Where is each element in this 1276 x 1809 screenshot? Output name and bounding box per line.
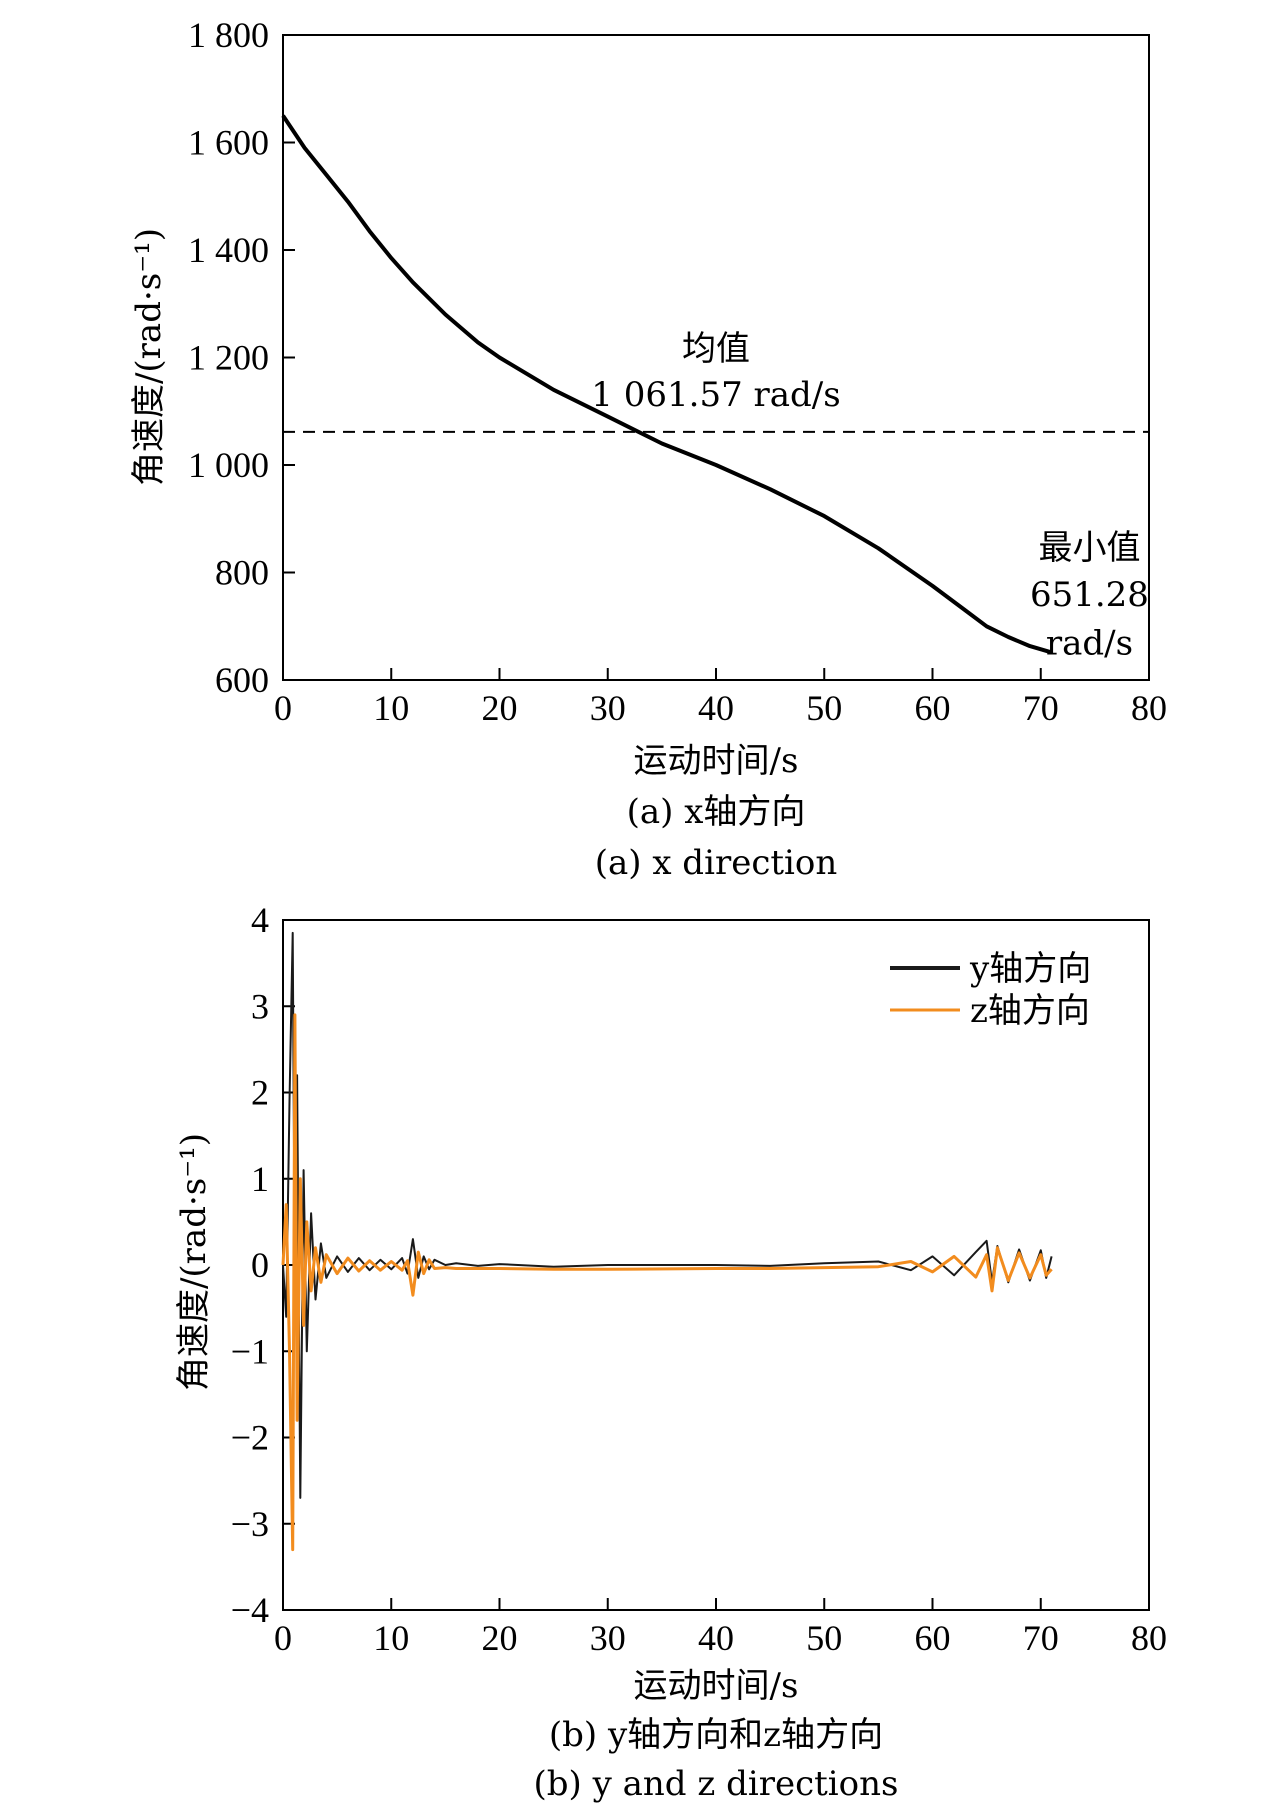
panel-a-ytick-label: 600 [215, 660, 269, 700]
panel-b-series-line-0 [282, 931, 1053, 1499]
panel-a-xtick-label: 70 [1023, 688, 1059, 728]
panel-a-xtick-label: 0 [274, 688, 292, 728]
panel-a-xtick-label: 30 [590, 688, 626, 728]
panel-a-xtick-label: 50 [806, 688, 842, 728]
panel-a-ylabel: 角速度/(rad·s⁻¹) [129, 228, 169, 486]
panel-a-xtick-label: 20 [482, 688, 518, 728]
panel-b-ytick-label: 0 [251, 1245, 269, 1285]
panel-b-ytick-label: 1 [251, 1159, 269, 1199]
panel-a-ytick-label: 1 000 [188, 445, 269, 485]
panel-a-xtick-label: 60 [915, 688, 951, 728]
panel-b-ylabel: 角速度/(rad·s⁻¹) [174, 1133, 214, 1391]
panel-b-ytick-label: 3 [251, 986, 269, 1026]
panel-b-ytick-label: −2 [231, 1418, 269, 1458]
panel-b-xtick-label: 70 [1023, 1618, 1059, 1658]
panel-b-xtick-label: 0 [274, 1618, 292, 1658]
panel-a-ytick-label: 800 [215, 553, 269, 593]
panel-b-xlabel: 运动时间/s [634, 1666, 799, 1706]
panel-b-xtick-label: 80 [1131, 1618, 1167, 1658]
panel-b-ytick-label: −3 [231, 1504, 269, 1544]
panel-a-xlabel: 运动时间/s [634, 741, 799, 781]
panel-a-annotation-0: 均值 [682, 329, 750, 369]
panel-a-annotation-2: 最小值 [1038, 528, 1140, 568]
panel-a: 0 10 20 30 40 50 60 70 80 600 800 1 000 1 200 1 400 1 … [129, 15, 1167, 883]
panel-b-caption-en: (b) y and z directions [534, 1764, 899, 1804]
panel-a-annotation-3: 651.28 [1030, 575, 1149, 615]
panel-b-ytick-label: −4 [231, 1590, 269, 1630]
panel-a-ytick-label: 1 400 [188, 230, 269, 270]
panel-b-xtick-label: 40 [698, 1618, 734, 1658]
panel-a-xtick-label: 40 [698, 688, 734, 728]
panel-b-xtick-label: 20 [482, 1618, 518, 1658]
panel-a-annotations: 均值 1 061.57 rad/s 最小值 651.28 rad/s [591, 329, 1149, 664]
legend-label-0: y轴方向 [969, 949, 1091, 989]
panel-a-xtick-label: 80 [1131, 688, 1167, 728]
panel-a-series-line [281, 114, 1053, 655]
panel-a-ytick-label: 1 800 [188, 15, 269, 55]
panel-a-annotation-4: rad/s [1046, 624, 1133, 664]
panel-b-xtick-label: 50 [806, 1618, 842, 1658]
panel-b-ytick-label: 2 [251, 1073, 269, 1113]
panel-b-xtick-label: 60 [915, 1618, 951, 1658]
panel-a-caption-en: (a) x direction [595, 843, 838, 883]
panel-a-ytick-label: 1 600 [188, 123, 269, 163]
panel-a-annotation-1: 1 061.57 rad/s [591, 375, 840, 415]
panel-b-caption-cn: (b) y轴方向和z轴方向 [549, 1715, 883, 1755]
panel-b-series-lines [281, 931, 1053, 1552]
panel-a-caption-cn: (a) x轴方向 [627, 792, 806, 832]
panel-b-ticks: 0 10 20 30 40 50 60 70 80 −4 −3 −2 −1 0 1 2 3 4 [231, 900, 1167, 1658]
panel-b-ytick-label: 4 [251, 900, 269, 940]
panel-b-series-line-1 [281, 1013, 1053, 1552]
panel-a-ticks: 0 10 20 30 40 50 60 70 80 600 800 1 000 1 200 1 400 1 … [188, 15, 1167, 728]
panel-b-xtick-label: 10 [373, 1618, 409, 1658]
panel-a-xtick-label: 10 [373, 688, 409, 728]
panel-a-ytick-label: 1 200 [188, 338, 269, 378]
panel-b-xtick-label: 30 [590, 1618, 626, 1658]
legend-label-1: z轴方向 [970, 991, 1090, 1031]
panel-b-ytick-label: −1 [231, 1331, 269, 1371]
